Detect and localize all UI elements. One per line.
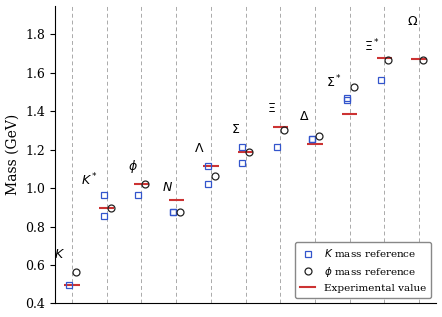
Text: $K^*$: $K^*$ [81, 171, 98, 188]
Legend: $K$ mass reference, $\phi$ mass reference, Experimental value: $K$ mass reference, $\phi$ mass referenc… [295, 242, 431, 298]
Text: $\Sigma$: $\Sigma$ [231, 123, 240, 136]
Text: $\Xi$: $\Xi$ [267, 102, 276, 115]
Text: $\Xi^*$: $\Xi^*$ [364, 38, 380, 55]
Text: $K$: $K$ [54, 248, 65, 261]
Text: $\Delta$: $\Delta$ [299, 110, 310, 123]
Text: $N$: $N$ [162, 181, 173, 194]
Y-axis label: Mass (GeV): Mass (GeV) [6, 114, 19, 195]
Text: $\Sigma^*$: $\Sigma^*$ [326, 74, 342, 90]
Text: $\Lambda$: $\Lambda$ [194, 142, 204, 155]
Text: $\Omega$: $\Omega$ [407, 15, 418, 28]
Text: $\phi$: $\phi$ [128, 158, 138, 175]
